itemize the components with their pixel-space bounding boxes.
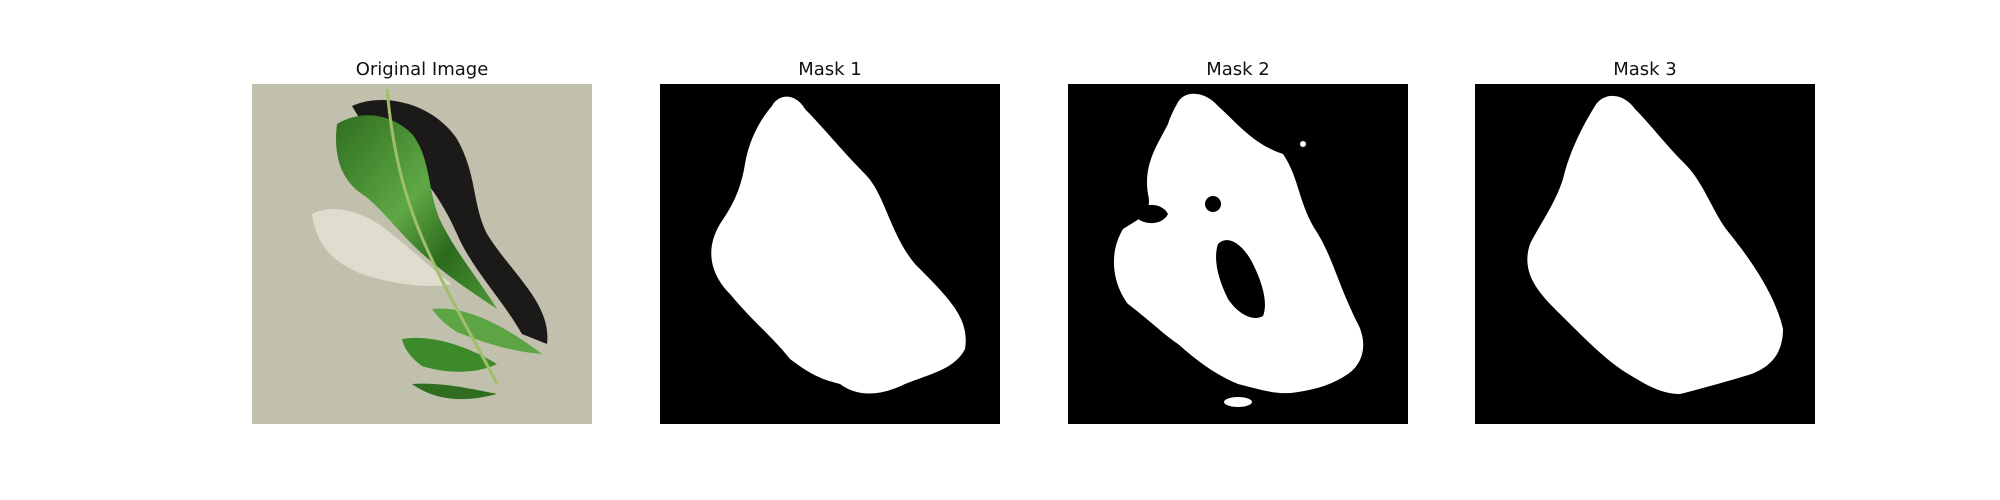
panel-title: Original Image	[355, 59, 489, 80]
mask-2-image	[1068, 84, 1408, 424]
panel-mask-1: Mask 1	[660, 58, 1000, 424]
panel-mask-3: Mask 3	[1475, 58, 1815, 424]
panel-mask-2: Mask 2	[1068, 58, 1408, 424]
mask-3-image	[1475, 84, 1815, 424]
panel-title: Mask 2	[1206, 59, 1270, 80]
panel-title: Mask 1	[798, 59, 862, 80]
panel-original-image: Original Image	[252, 58, 592, 424]
panel-title: Mask 3	[1613, 59, 1677, 80]
original-leaf-photo	[252, 84, 592, 424]
mask-1-image	[660, 84, 1000, 424]
